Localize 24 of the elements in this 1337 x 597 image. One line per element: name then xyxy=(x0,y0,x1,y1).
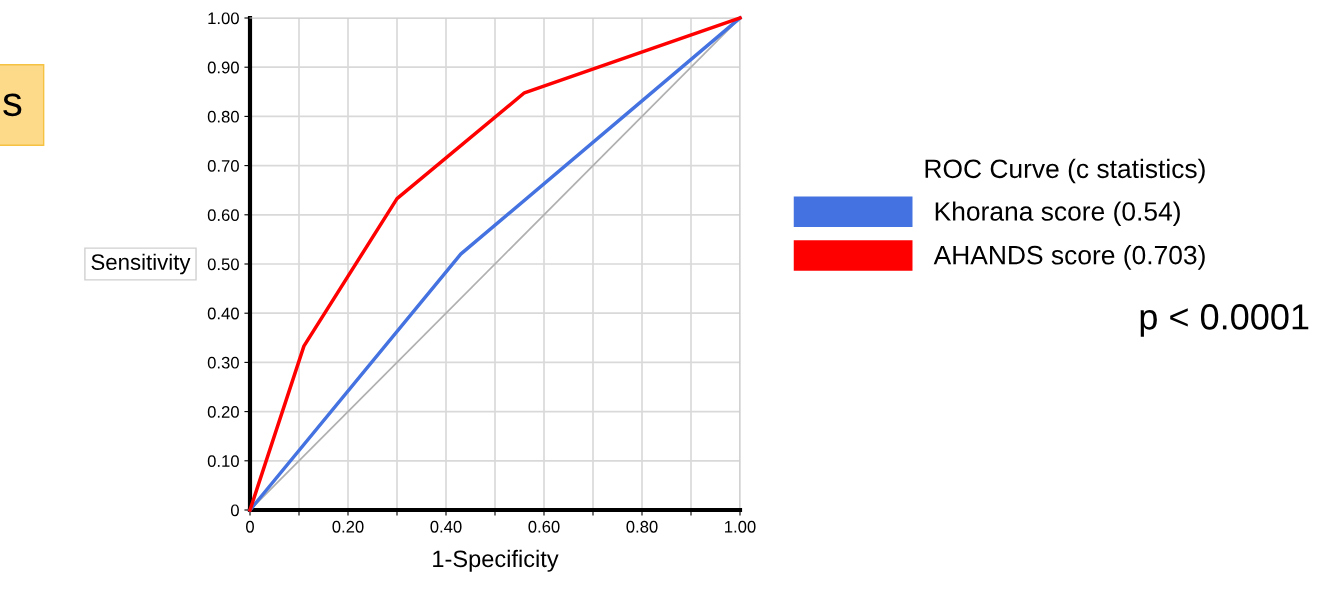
y-tick-label: 0.50 xyxy=(207,258,239,271)
y-tick-label: 0 xyxy=(230,504,239,517)
x-tick-label: 0.80 xyxy=(626,520,658,533)
legend-title: ROC Curve (c statistics) xyxy=(925,158,1205,184)
x-tick-label: 1.00 xyxy=(725,520,756,533)
y-tick-label: 0.90 xyxy=(207,61,239,74)
text: s xyxy=(3,93,22,117)
legend-label: Khorana score (0.54) xyxy=(935,201,1180,227)
y-axis-title: Sensitivity xyxy=(91,253,191,275)
x-tick-label: 0.40 xyxy=(430,520,462,533)
x-tick-label: 0.60 xyxy=(528,520,560,533)
legend-label: AHANDS score (0.703) xyxy=(933,245,1205,270)
x-tick-label: 0 xyxy=(246,520,254,533)
y-tick-label: 0.70 xyxy=(207,160,239,172)
x-tick-label: 0.20 xyxy=(332,520,364,533)
y-tick-label: 0.10 xyxy=(207,455,239,467)
y-tick-label: 0.40 xyxy=(207,307,239,320)
y-tick-label: 0.60 xyxy=(207,209,239,221)
y-tick-label: 0.80 xyxy=(207,110,239,123)
text: p < 0.0001 xyxy=(1140,304,1309,337)
x-axis-title: 1-Specificity xyxy=(433,549,559,572)
y-tick-label: 0.20 xyxy=(207,406,239,418)
y-tick-label: 1.00 xyxy=(208,12,239,25)
y-tick-label: 0.30 xyxy=(207,356,239,369)
